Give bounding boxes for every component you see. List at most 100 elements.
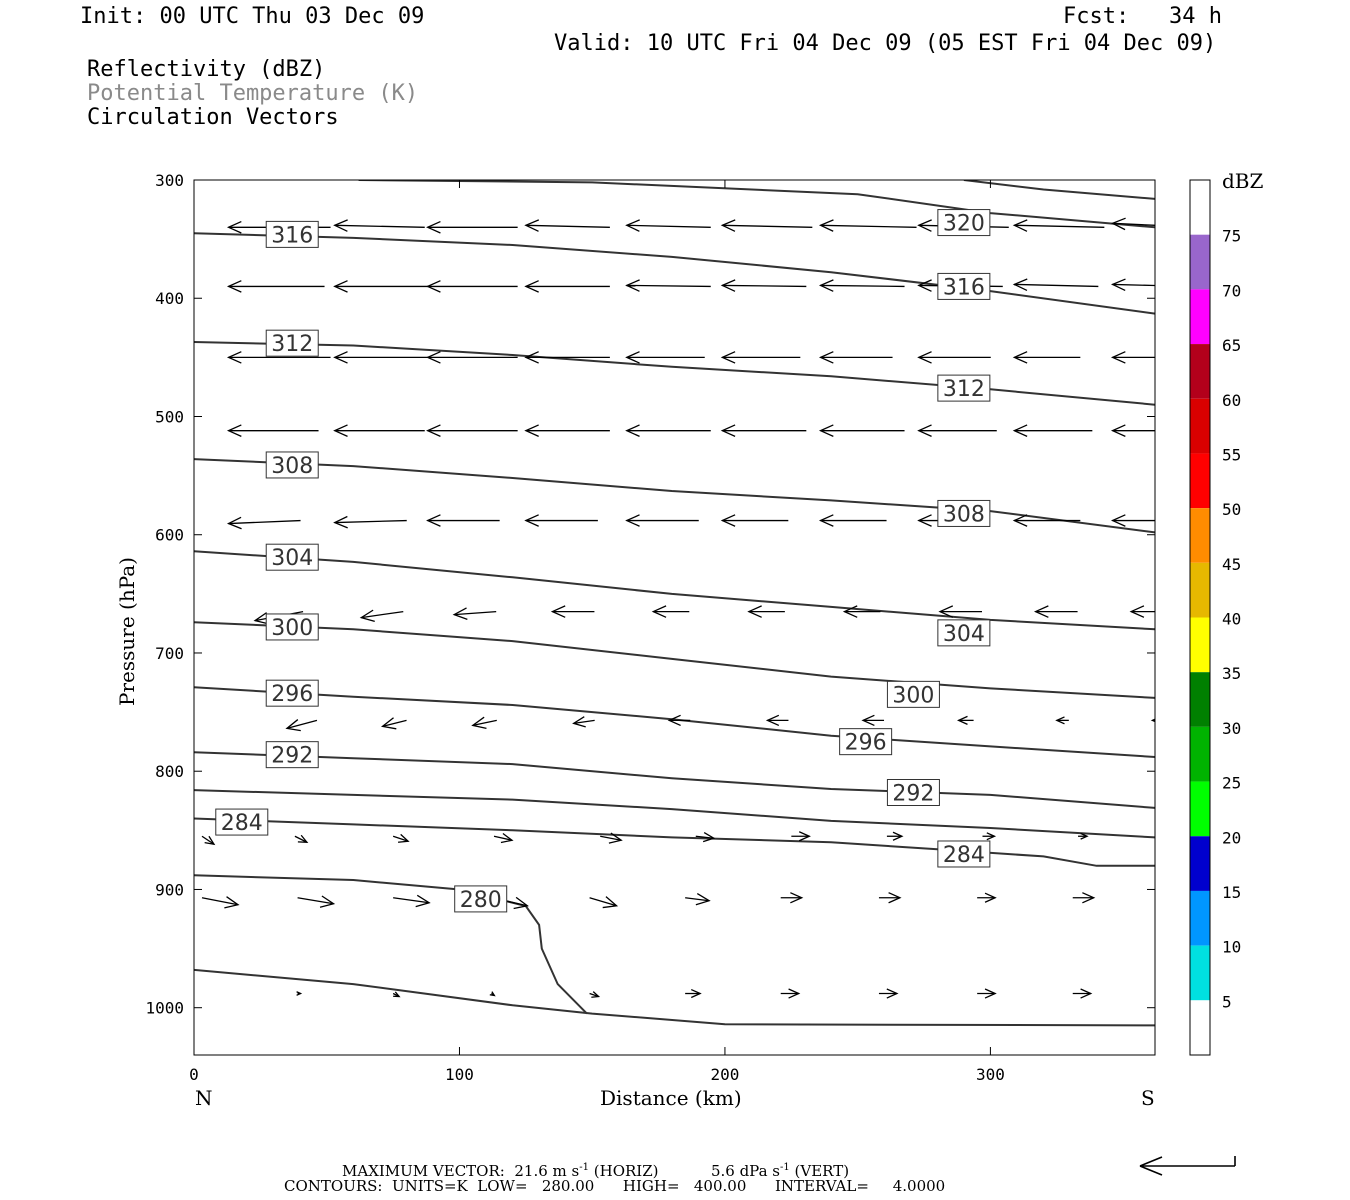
vector-head xyxy=(513,896,529,910)
circulation-vector xyxy=(820,284,905,288)
circulation-vector xyxy=(286,719,318,729)
vector-head xyxy=(296,991,303,996)
contour-label: 280 xyxy=(460,888,502,913)
theta-contour-304 xyxy=(194,550,1155,631)
vector-head xyxy=(1012,424,1028,437)
colorbar-segment xyxy=(1190,672,1210,727)
theta-contour-320 xyxy=(358,180,1155,229)
theta-contour-316 xyxy=(194,232,1155,315)
vector-head xyxy=(651,605,667,618)
vector-head xyxy=(333,280,348,293)
contour-label: 304 xyxy=(271,546,313,571)
vector-head xyxy=(591,991,601,998)
contour-label: 312 xyxy=(943,377,985,402)
theta-contour-288 xyxy=(194,789,1155,839)
vector-head xyxy=(426,514,441,527)
colorbar-segment xyxy=(1190,180,1210,235)
vector-head xyxy=(524,219,540,232)
y-tick-label: 400 xyxy=(155,289,184,308)
contour-label-box xyxy=(937,209,991,237)
vector-head xyxy=(226,220,242,234)
circulation-vector xyxy=(1112,283,1155,287)
x-tick-label: 100 xyxy=(445,1065,474,1084)
colorbar-segment xyxy=(1190,398,1210,454)
vector-head xyxy=(333,219,348,232)
contour-label-box xyxy=(265,451,319,479)
contour-label: 292 xyxy=(892,782,934,807)
contour-label-box xyxy=(937,619,991,647)
vector-head xyxy=(550,605,566,618)
colorbar-label: 65 xyxy=(1222,336,1241,355)
circulation-vector xyxy=(493,835,513,841)
vector-head xyxy=(226,351,242,364)
circulation-vector xyxy=(393,897,430,904)
south-label: S xyxy=(1141,1086,1155,1110)
colorbar-segment xyxy=(1190,617,1210,673)
circulation-vector xyxy=(626,284,711,288)
vector-head xyxy=(297,834,309,843)
vector-head xyxy=(818,514,834,527)
vector-head xyxy=(602,896,619,909)
vector-head xyxy=(471,716,487,729)
vector-head xyxy=(892,831,904,841)
vector-head xyxy=(720,279,736,292)
max-vector-vert: 5.6 dPa s xyxy=(710,1162,781,1180)
vector-head xyxy=(818,424,834,437)
plot-frame xyxy=(193,179,1156,1056)
vector-head xyxy=(720,424,736,437)
vector-head xyxy=(426,424,441,437)
dbz-colorbar: 75 70 65 60 55 50 45 40 35 30 25 20 15 10 5 xyxy=(1189,179,1241,1056)
vector-head xyxy=(747,605,762,618)
vector-head xyxy=(625,514,640,527)
colorbar-label: 20 xyxy=(1222,828,1241,847)
vector-head xyxy=(1082,892,1096,904)
colorbar-label: 55 xyxy=(1222,445,1241,464)
circulation-vector xyxy=(392,835,409,842)
contour-label: 284 xyxy=(943,843,985,868)
vector-head xyxy=(253,612,269,625)
vector-head xyxy=(524,424,539,437)
init-time: Init: 00 UTC Thu 03 Dec 09 xyxy=(80,4,425,29)
vector-head xyxy=(426,220,441,234)
vector-head xyxy=(1012,514,1028,527)
colorbar-segment xyxy=(1190,945,1210,1001)
vector-head xyxy=(500,832,514,844)
vector-head xyxy=(1080,832,1089,840)
circulation-vector xyxy=(525,224,610,228)
vector-head xyxy=(333,424,348,437)
vector-head xyxy=(720,514,736,527)
theta-contours xyxy=(194,180,1155,1027)
vector-head xyxy=(1110,217,1126,231)
vector-head xyxy=(702,832,716,843)
vector-head xyxy=(524,280,539,293)
colorbar-label: 25 xyxy=(1222,774,1241,793)
max-vector-horiz: MAXIMUM VECTOR: 21.6 m s xyxy=(342,1162,580,1180)
circulation-vector xyxy=(1014,283,1099,288)
colorbar-segment xyxy=(1190,562,1210,618)
vector-head xyxy=(917,424,932,437)
field-reflectivity: Reflectivity (dBZ) xyxy=(87,57,326,82)
colorbar-segment xyxy=(1190,1000,1210,1055)
vector-head xyxy=(1012,219,1028,232)
vector-head xyxy=(625,219,640,232)
vector-head xyxy=(1110,424,1126,437)
circulation-vector xyxy=(297,897,334,905)
vector-head xyxy=(380,717,397,730)
contour-label-box xyxy=(215,808,269,836)
colorbar-label: 60 xyxy=(1222,391,1241,410)
vector-head xyxy=(1110,351,1126,364)
contour-label-box xyxy=(265,220,319,248)
vector-head xyxy=(917,514,932,527)
circulation-vectors xyxy=(201,217,1155,999)
colorbar-frame xyxy=(1189,179,1211,1056)
contour-label: 304 xyxy=(943,622,985,647)
vector-head xyxy=(393,991,401,998)
contour-label-box xyxy=(886,779,940,806)
circulation-vector xyxy=(589,897,617,907)
theta-contour-ground xyxy=(194,968,1155,1027)
y-tick-label: 300 xyxy=(155,171,184,190)
unit-sup-vert: -1 xyxy=(780,1162,790,1173)
circulation-vector xyxy=(573,719,595,725)
theta-contour-292 xyxy=(194,751,1155,809)
colorbar-segment xyxy=(1190,234,1210,290)
